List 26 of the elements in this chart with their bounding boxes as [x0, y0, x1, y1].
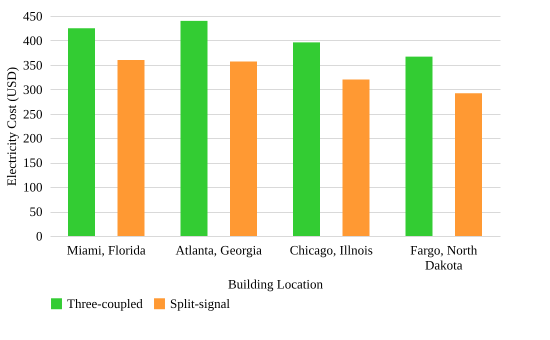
y-tick-label: 0: [36, 228, 42, 244]
x-tick-label: Miami, Florida: [66, 242, 146, 258]
y-tick-label: 100: [23, 180, 42, 195]
bar: [118, 60, 144, 236]
x-tick-label: Atlanta, Georgia: [176, 242, 262, 258]
legend-label: Three-coupled: [67, 296, 144, 311]
y-tick-label: 200: [23, 130, 42, 146]
bar: [406, 56, 432, 236]
x-axis-title: Building Location: [228, 276, 324, 292]
bar: [342, 80, 370, 236]
x-tick-label: Chicago, Illnois: [290, 242, 373, 258]
y-tick-label: 150: [23, 155, 42, 170]
bar: [230, 61, 257, 236]
y-tick-label: 250: [23, 106, 42, 122]
y-tick-label: 400: [23, 32, 42, 48]
bar: [455, 93, 482, 236]
y-tick-label: 300: [23, 82, 42, 97]
bar: [293, 42, 320, 236]
y-tick-label: 50: [30, 204, 42, 220]
bar: [180, 20, 208, 236]
bar: [68, 28, 95, 236]
y-tick-label: 450: [23, 8, 42, 24]
x-tick-label: Fargo, North Dakota: [410, 242, 478, 272]
legend-label: Split-signal: [170, 296, 230, 311]
y-axis-title: Electricity Cost (USD): [4, 66, 19, 186]
y-tick-label: 350: [23, 57, 42, 72]
